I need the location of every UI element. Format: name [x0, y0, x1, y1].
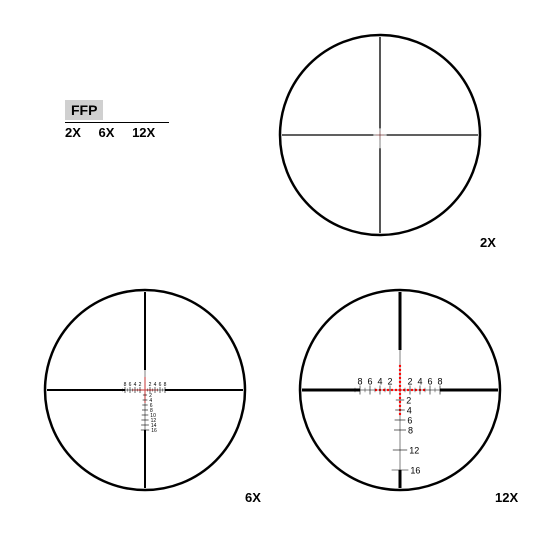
svg-text:8: 8 [124, 382, 127, 388]
svg-text:12: 12 [409, 446, 419, 456]
svg-text:2: 2 [139, 382, 142, 388]
ffp-header: FFP 2X 6X 12X [65, 100, 169, 140]
svg-text:4: 4 [134, 382, 137, 388]
ffp-magnifications: 2X 6X 12X [65, 122, 169, 140]
scope-label-2x: 2X [480, 235, 496, 250]
ffp-mag-1: 6X [99, 125, 115, 140]
svg-text:4: 4 [154, 382, 157, 388]
svg-text:16: 16 [410, 466, 420, 476]
scope-label-6x: 6X [245, 490, 261, 505]
svg-text:8: 8 [408, 426, 413, 436]
svg-text:2: 2 [387, 377, 392, 387]
ffp-title: FFP [65, 100, 103, 120]
ffp-mag-0: 2X [65, 125, 81, 140]
ffp-mag-2: 12X [132, 125, 155, 140]
svg-text:6: 6 [159, 382, 162, 388]
svg-text:8: 8 [437, 377, 442, 387]
scope-2x [275, 30, 485, 240]
svg-text:6: 6 [427, 377, 432, 387]
svg-text:8: 8 [357, 377, 362, 387]
svg-text:8: 8 [164, 382, 167, 388]
svg-text:6: 6 [407, 416, 412, 426]
svg-text:2: 2 [407, 377, 412, 387]
svg-text:6: 6 [129, 382, 132, 388]
svg-text:4: 4 [417, 377, 422, 387]
svg-text:6: 6 [367, 377, 372, 387]
svg-text:4: 4 [377, 377, 382, 387]
svg-text:2: 2 [406, 396, 411, 406]
svg-text:16: 16 [151, 428, 157, 434]
scope-12x: 8642246824681216 [295, 285, 505, 495]
scope-label-12x: 12X [495, 490, 518, 505]
svg-text:2: 2 [149, 382, 152, 388]
svg-text:4: 4 [407, 406, 412, 416]
scope-6x: 86422468246810121416 [40, 285, 250, 495]
